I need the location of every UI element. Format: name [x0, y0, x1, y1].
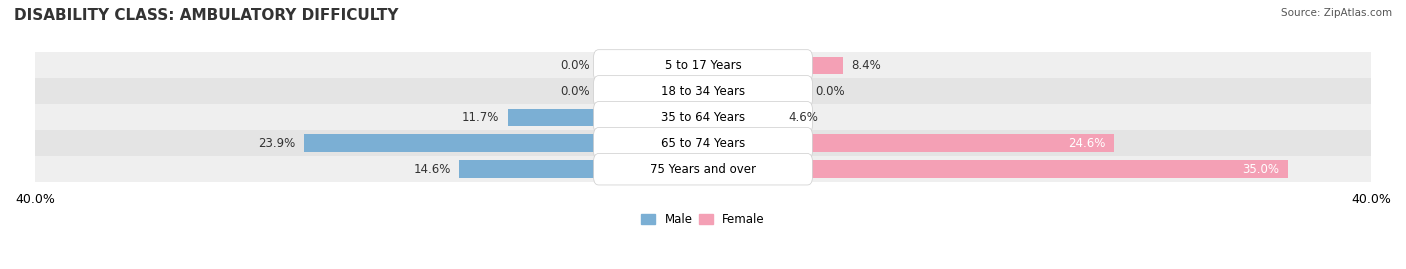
Bar: [304, 134, 703, 152]
Text: 0.0%: 0.0%: [561, 85, 591, 98]
Bar: [703, 160, 1288, 178]
Bar: [35, 130, 1371, 156]
Bar: [35, 79, 1371, 104]
Text: 5 to 17 Years: 5 to 17 Years: [665, 59, 741, 72]
Text: 35.0%: 35.0%: [1243, 163, 1279, 176]
Text: DISABILITY CLASS: AMBULATORY DIFFICULTY: DISABILITY CLASS: AMBULATORY DIFFICULTY: [14, 8, 398, 23]
Text: 8.4%: 8.4%: [852, 59, 882, 72]
Bar: [35, 104, 1371, 130]
Text: 75 Years and over: 75 Years and over: [650, 163, 756, 176]
Text: 14.6%: 14.6%: [413, 163, 451, 176]
Bar: [508, 108, 703, 126]
Text: 35 to 64 Years: 35 to 64 Years: [661, 111, 745, 124]
Text: 11.7%: 11.7%: [461, 111, 499, 124]
Bar: [35, 156, 1371, 182]
FancyBboxPatch shape: [593, 50, 813, 81]
Text: Source: ZipAtlas.com: Source: ZipAtlas.com: [1281, 8, 1392, 18]
Text: 23.9%: 23.9%: [259, 137, 295, 150]
Text: 0.0%: 0.0%: [815, 85, 845, 98]
Legend: Male, Female: Male, Female: [637, 208, 769, 231]
FancyBboxPatch shape: [593, 154, 813, 185]
Bar: [703, 108, 780, 126]
Text: 18 to 34 Years: 18 to 34 Years: [661, 85, 745, 98]
Bar: [703, 56, 844, 74]
FancyBboxPatch shape: [593, 128, 813, 159]
Bar: [460, 160, 703, 178]
Bar: [35, 52, 1371, 79]
FancyBboxPatch shape: [593, 76, 813, 107]
Text: 4.6%: 4.6%: [789, 111, 818, 124]
Bar: [703, 134, 1114, 152]
FancyBboxPatch shape: [593, 102, 813, 133]
Text: 24.6%: 24.6%: [1069, 137, 1105, 150]
Text: 65 to 74 Years: 65 to 74 Years: [661, 137, 745, 150]
Text: 0.0%: 0.0%: [561, 59, 591, 72]
